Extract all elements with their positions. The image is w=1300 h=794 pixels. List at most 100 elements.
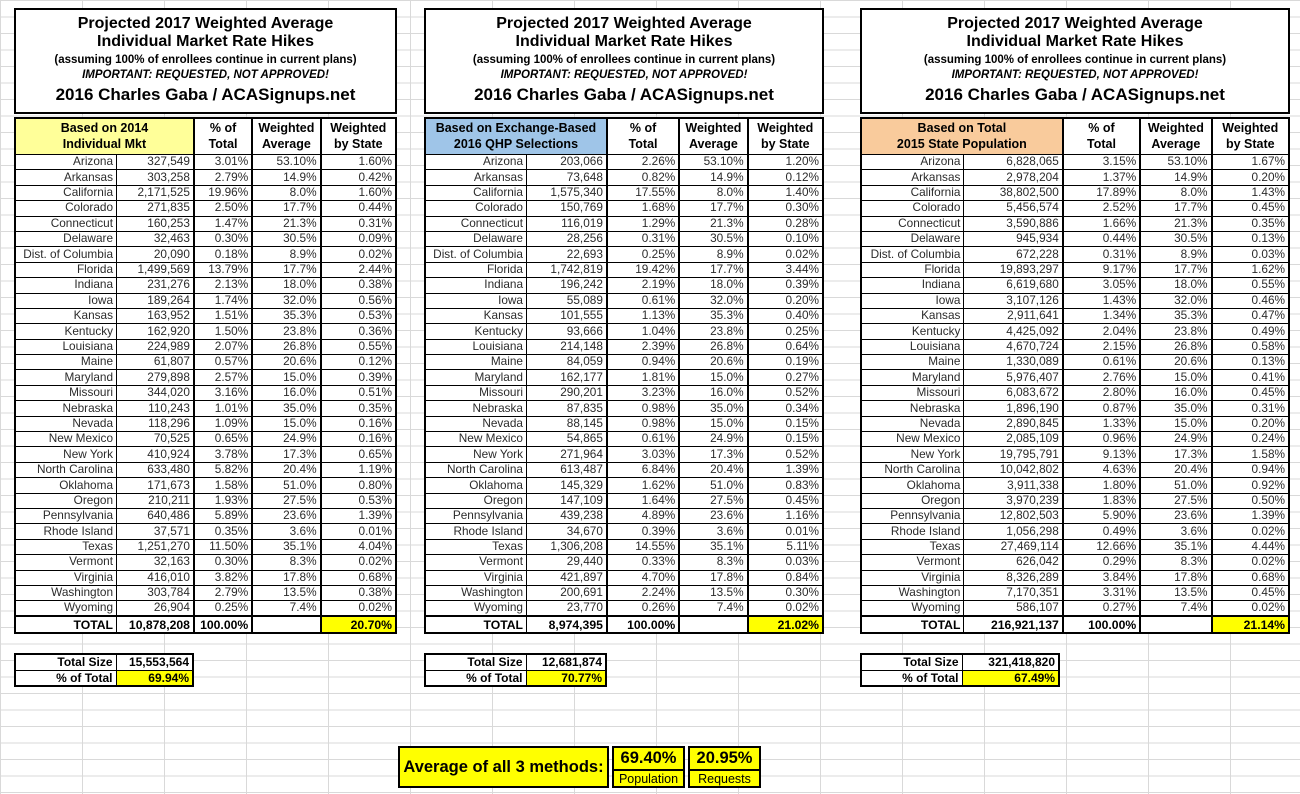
- pct-of-total-cell[interactable]: 0.98%: [605, 400, 680, 417]
- pct-of-total-cell[interactable]: 13.79%: [192, 261, 253, 279]
- pct-of-total-cell[interactable]: 3.03%: [605, 446, 680, 463]
- weighted-by-state-cell[interactable]: 0.65%: [319, 446, 397, 463]
- weighted-average-cell[interactable]: 17.7%: [678, 261, 749, 279]
- pct-of-total-cell[interactable]: 2.80%: [1061, 384, 1141, 402]
- size-value-cell[interactable]: 327,549: [116, 153, 195, 171]
- weighted-average-cell[interactable]: 30.5%: [678, 230, 749, 248]
- weighted-by-state-cell[interactable]: 0.12%: [319, 354, 397, 371]
- weighted-by-state-cell[interactable]: 1.40%: [746, 184, 824, 202]
- weighted-by-state-header-cell[interactable]: Weighted by State: [746, 117, 824, 155]
- state-name-cell[interactable]: Vermont: [14, 554, 118, 571]
- pct-of-total-cell[interactable]: 1.09%: [192, 415, 253, 433]
- state-name-cell[interactable]: Dist. of Columbia: [860, 246, 965, 263]
- total-size-label-cell[interactable]: Total Size: [14, 653, 117, 671]
- weighted-average-cell[interactable]: 35.0%: [1139, 400, 1213, 417]
- size-value-cell[interactable]: 93,666: [525, 323, 608, 340]
- pct-of-total-cell[interactable]: 1.64%: [605, 492, 680, 509]
- weighted-by-state-cell[interactable]: 0.27%: [746, 369, 824, 386]
- state-name-cell[interactable]: Arkansas: [14, 169, 118, 186]
- state-name-cell[interactable]: North Carolina: [860, 461, 965, 479]
- state-name-cell[interactable]: Arkansas: [860, 169, 965, 186]
- size-value-cell[interactable]: 271,964: [525, 446, 608, 463]
- pct-of-total-cell[interactable]: 1.93%: [192, 492, 253, 509]
- pct-of-total-cell[interactable]: 0.98%: [605, 415, 680, 433]
- weighted-by-state-cell[interactable]: 0.38%: [319, 277, 397, 294]
- state-name-cell[interactable]: North Carolina: [14, 461, 118, 479]
- state-name-cell[interactable]: Pennsylvania: [424, 507, 527, 525]
- state-name-cell[interactable]: Maine: [860, 354, 965, 371]
- weighted-by-state-cell[interactable]: 1.58%: [1210, 446, 1290, 463]
- weighted-by-state-cell[interactable]: 1.39%: [746, 461, 824, 479]
- state-name-cell[interactable]: Nebraska: [424, 400, 527, 417]
- weighted-by-state-cell[interactable]: 0.01%: [746, 523, 824, 540]
- size-value-cell[interactable]: 3,590,886: [963, 215, 1064, 232]
- weighted-average-cell[interactable]: 53.10%: [678, 153, 749, 171]
- size-value-cell[interactable]: 626,042: [963, 554, 1064, 571]
- weighted-average-cell[interactable]: 17.7%: [678, 200, 749, 217]
- size-value-cell[interactable]: 1,306,208: [525, 538, 608, 556]
- weighted-by-state-cell[interactable]: 0.80%: [319, 477, 397, 494]
- weighted-average-cell[interactable]: 32.0%: [251, 292, 322, 309]
- size-value-cell[interactable]: 210,211: [116, 492, 195, 509]
- weighted-average-cell[interactable]: 24.9%: [678, 431, 749, 448]
- state-name-cell[interactable]: New York: [860, 446, 965, 463]
- weighted-by-state-cell[interactable]: 5.11%: [746, 538, 824, 556]
- total-weighted-average-cell[interactable]: [678, 615, 749, 634]
- weighted-by-state-cell[interactable]: 4.44%: [1210, 538, 1290, 556]
- weighted-average-cell[interactable]: 35.3%: [678, 307, 749, 325]
- state-name-cell[interactable]: Texas: [860, 538, 965, 556]
- pct-of-total-cell[interactable]: 1.34%: [1061, 307, 1141, 325]
- weighted-average-cell[interactable]: 8.3%: [678, 554, 749, 571]
- pct-of-total-cell[interactable]: 0.31%: [1061, 246, 1141, 263]
- weighted-average-cell[interactable]: 3.6%: [678, 523, 749, 540]
- state-name-cell[interactable]: Dist. of Columbia: [14, 246, 118, 263]
- size-value-cell[interactable]: 5,456,574: [963, 200, 1064, 217]
- requests-average-sublabel[interactable]: Requests: [690, 769, 759, 786]
- weighted-by-state-cell[interactable]: 0.16%: [319, 415, 397, 433]
- weighted-average-cell[interactable]: 51.0%: [251, 477, 322, 494]
- weighted-average-cell[interactable]: 14.9%: [1139, 169, 1213, 186]
- size-value-cell[interactable]: 163,952: [116, 307, 195, 325]
- weighted-average-cell[interactable]: 8.9%: [678, 246, 749, 263]
- pct-of-total-cell[interactable]: 1.51%: [192, 307, 253, 325]
- size-value-cell[interactable]: 1,499,569: [116, 261, 195, 279]
- state-name-cell[interactable]: Florida: [860, 261, 965, 279]
- state-name-cell[interactable]: New York: [424, 446, 527, 463]
- weighted-average-cell[interactable]: 21.3%: [251, 215, 322, 232]
- pct-of-total-value-cell[interactable]: 70.77%: [525, 669, 607, 687]
- size-value-cell[interactable]: 214,148: [525, 338, 608, 356]
- pct-of-total-cell[interactable]: 0.27%: [1061, 600, 1141, 617]
- state-name-cell[interactable]: Oklahoma: [14, 477, 118, 494]
- weighted-by-state-cell[interactable]: 0.45%: [1210, 384, 1290, 402]
- weighted-by-state-cell[interactable]: 0.13%: [1210, 354, 1290, 371]
- total-pct-of-total-cell[interactable]: 100.00%: [605, 615, 680, 634]
- state-name-cell[interactable]: Indiana: [860, 277, 965, 294]
- size-value-cell[interactable]: 162,177: [525, 369, 608, 386]
- weighted-by-state-cell[interactable]: 0.45%: [746, 492, 824, 509]
- total-size-value-cell[interactable]: 216,921,137: [963, 615, 1064, 634]
- state-name-cell[interactable]: Louisiana: [424, 338, 527, 356]
- state-name-cell[interactable]: Missouri: [424, 384, 527, 402]
- pct-of-total-cell[interactable]: 5.89%: [192, 507, 253, 525]
- weighted-average-cell[interactable]: 23.8%: [1139, 323, 1213, 340]
- pct-of-total-label-cell[interactable]: % of Total: [14, 669, 117, 687]
- pct-of-total-cell[interactable]: 0.96%: [1061, 431, 1141, 448]
- weighted-by-state-cell[interactable]: 0.83%: [746, 477, 824, 494]
- weighted-average-cell[interactable]: 26.8%: [1139, 338, 1213, 356]
- size-value-cell[interactable]: 150,769: [525, 200, 608, 217]
- size-value-cell[interactable]: 3,107,126: [963, 292, 1064, 309]
- weighted-average-cell[interactable]: 15.0%: [678, 369, 749, 386]
- basis-header-cell[interactable]: Based on Total 2015 State Population: [860, 117, 1064, 155]
- weighted-average-cell[interactable]: 21.3%: [678, 215, 749, 232]
- total-weighted-by-state-cell[interactable]: 20.70%: [319, 615, 397, 634]
- state-name-cell[interactable]: Kansas: [860, 307, 965, 325]
- state-name-cell[interactable]: Connecticut: [860, 215, 965, 232]
- weighted-by-state-cell[interactable]: 0.84%: [746, 569, 824, 586]
- size-value-cell[interactable]: 147,109: [525, 492, 608, 509]
- size-value-cell[interactable]: 38,802,500: [963, 184, 1064, 202]
- weighted-average-header-cell[interactable]: Weighted Average: [1139, 117, 1213, 155]
- state-name-cell[interactable]: Florida: [14, 261, 118, 279]
- size-value-cell[interactable]: 84,059: [525, 354, 608, 371]
- size-value-cell[interactable]: 116,019: [525, 215, 608, 232]
- state-name-cell[interactable]: Nebraska: [860, 400, 965, 417]
